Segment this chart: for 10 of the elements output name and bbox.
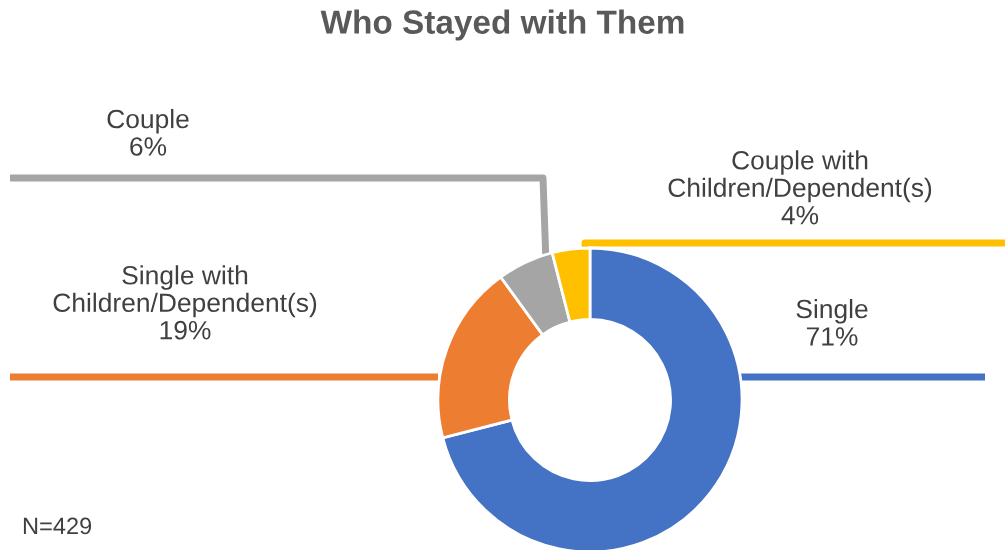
slice-label: Single [796,298,868,324]
slice-label: Couple with Children/Dependent(s) [668,150,932,203]
text: N=429 [23,517,92,535]
chart-title: Who Stayed with Them [320,9,684,41]
data-label: 71% [806,327,858,346]
slice-label: Couple [107,108,189,134]
data-label: 6% [130,137,167,156]
data-label: 19% [160,320,211,340]
data-label: 4% [781,205,819,225]
slice-label: Single with Children/Dependent(s) [53,265,317,318]
